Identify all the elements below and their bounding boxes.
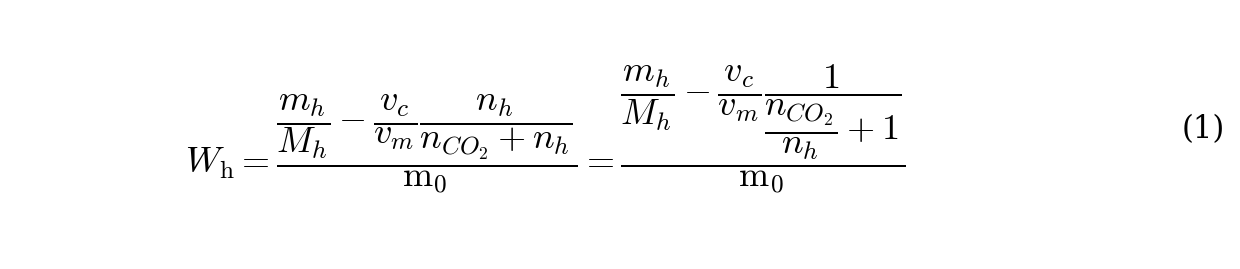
Text: $W_{\mathrm{h}}=\dfrac{\dfrac{m_h}{M_h}-\dfrac{v_c}{v_m}\dfrac{n_h}{n_{CO_2}+n_h: $W_{\mathrm{h}}=\dfrac{\dfrac{m_h}{M_h}-… (185, 62, 906, 196)
Text: (1): (1) (1182, 114, 1224, 145)
